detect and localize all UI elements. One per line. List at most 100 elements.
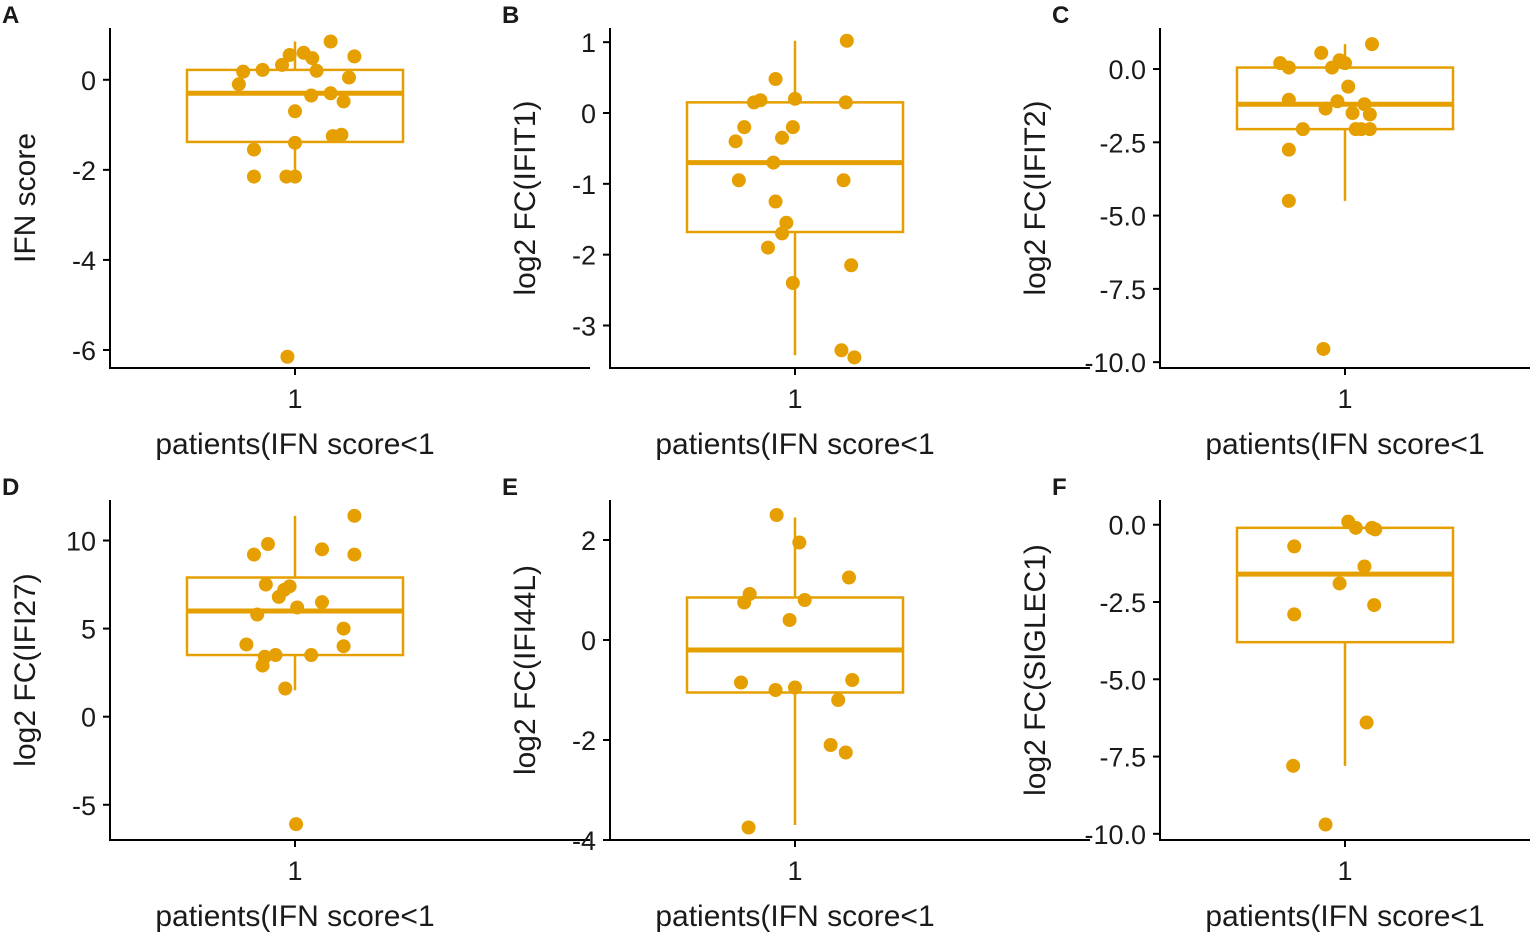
data-point [761, 240, 775, 255]
y-axis-title: log2 FC(IFIT1) [509, 100, 542, 295]
data-point [255, 62, 270, 77]
panel-c: C 0.0 -2.5 -5.0 -7.5 -10.0 1 patients(IFN score… [1019, 2, 1530, 461]
data-point [836, 173, 851, 188]
data-point [315, 595, 329, 610]
data-point [336, 621, 351, 636]
data-point [315, 542, 329, 557]
data-point [768, 683, 783, 697]
data-point [842, 570, 856, 585]
y-tick-label: -4 [572, 826, 596, 856]
x-tick-label: 1 [1337, 856, 1352, 886]
x-tick-label: 1 [287, 384, 302, 414]
data-point [1357, 97, 1372, 112]
panel-label: D [2, 474, 19, 501]
data-point [844, 258, 859, 273]
y-axis-title: log2 FC(IFIT2) [1019, 100, 1052, 295]
x-tick-label: 1 [1337, 384, 1352, 414]
data-point [290, 600, 305, 615]
y-tick-label: 1 [581, 28, 596, 58]
data-point [342, 70, 356, 85]
x-axis-title: patients(IFN score<1 [155, 900, 434, 933]
data-point [236, 64, 251, 79]
data-point [268, 648, 283, 663]
y-tick-label: -4 [72, 246, 96, 276]
y-tick-label: -10.0 [1084, 820, 1146, 850]
data-point [261, 537, 275, 552]
data-point [1348, 520, 1363, 535]
box [685, 596, 905, 694]
data-point [1341, 79, 1356, 94]
y-tick-label: -2.5 [1099, 128, 1146, 158]
data-point [246, 142, 261, 157]
data-point [1281, 193, 1296, 208]
data-point [309, 63, 324, 78]
panel-e: E 2 0 -2 -4 1 patients(IFN score<1 log2 FC(IFI4… [502, 474, 1090, 933]
y-tick-label: 0 [581, 99, 596, 129]
data-point [1295, 122, 1310, 137]
y-tick-label: 10 [66, 527, 96, 557]
data-point [323, 86, 338, 101]
panel-label: E [502, 474, 518, 501]
y-tick-label: -5.0 [1099, 202, 1146, 232]
y-axis-title: log2 FC(IFI27) [9, 573, 42, 766]
y-tick-label: -2 [572, 241, 596, 271]
y-tick-label: 2 [581, 526, 596, 556]
data-point [775, 130, 790, 145]
data-point [336, 639, 351, 654]
data-point [838, 95, 853, 110]
data-point [847, 350, 862, 365]
panel-b: B 1 0 -1 -2 -3 1 patients(IFN score<1 log2 FC(IF… [502, 2, 1090, 461]
x-axis-title: patients(IFN score<1 [655, 900, 934, 933]
box [185, 576, 405, 657]
y-tick-label: 5 [81, 615, 96, 645]
data-point [1357, 559, 1372, 574]
data-point [782, 613, 797, 627]
y-tick-label: 0 [81, 66, 96, 96]
data-point [1314, 45, 1329, 60]
data-point [288, 135, 302, 150]
y-tick-label: -2 [72, 156, 96, 186]
y-tick-label: -7.5 [1099, 743, 1146, 773]
y-tick-label: 0 [81, 703, 96, 733]
y-axis-title: log2 FC(SIGLEC1) [1019, 544, 1052, 796]
data-point [305, 51, 320, 66]
data-point [1287, 607, 1302, 622]
data-point [1365, 37, 1379, 52]
y-axis-title: IFN score [9, 133, 42, 263]
y-tick-label: 0 [581, 626, 596, 656]
data-point [246, 547, 261, 562]
data-point [768, 194, 783, 209]
data-point [289, 817, 304, 832]
data-point [334, 127, 349, 142]
data-point [792, 535, 807, 550]
panel-label: B [502, 2, 519, 29]
data-point [737, 595, 752, 610]
y-tick-label: -2 [572, 726, 596, 756]
y-tick-label: -5 [72, 791, 96, 821]
panel-label: C [1052, 2, 1069, 29]
data-point [785, 120, 800, 135]
y-tick-label: 0.0 [1108, 55, 1146, 85]
data-point [288, 169, 302, 184]
data-point [246, 169, 261, 184]
y-tick-label: 0.0 [1108, 511, 1146, 541]
data-point [1362, 107, 1377, 122]
data-point [734, 675, 748, 690]
data-point [785, 276, 800, 290]
data-point [1367, 598, 1382, 613]
data-point [250, 607, 265, 622]
data-point [1359, 715, 1374, 730]
data-point [347, 547, 362, 562]
data-point [282, 579, 297, 594]
x-axis-title: patients(IFN score<1 [655, 428, 934, 461]
data-point [1287, 539, 1302, 554]
panel-label: F [1052, 474, 1067, 501]
data-point [1318, 101, 1333, 116]
y-tick-label: -2.5 [1099, 588, 1146, 618]
x-axis-title: patients(IFN score<1 [1205, 900, 1484, 933]
data-point [788, 91, 802, 106]
data-point [741, 820, 756, 835]
x-axis-title: patients(IFN score<1 [1205, 428, 1484, 461]
data-point [271, 589, 286, 604]
